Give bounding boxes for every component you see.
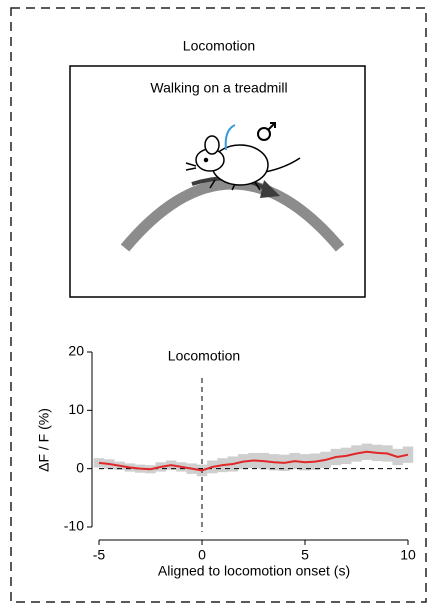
x-tick-label: 5 [301,547,309,563]
arrow-head [260,180,280,198]
mouse [185,135,301,191]
x-tick-label: -5 [93,547,106,563]
y-tick-label: 10 [68,401,84,417]
mean-trace [98,450,409,472]
x-tick-label: 0 [198,547,206,563]
x-tick-label: 10 [400,547,416,563]
y-tick-label: -10 [64,518,84,534]
diagram-caption: Walking on a treadmill [150,80,287,96]
chart-annotation: Locomotion [168,348,240,364]
optic-fiber [224,124,236,151]
y-axis-label: ΔF / F (%) [36,408,52,472]
male-symbol [257,122,276,141]
panel-border [10,7,427,603]
y-tick-label: 0 [76,459,84,475]
x-axis-label: Aligned to locomotion onset (s) [158,563,350,579]
treadmill [120,178,345,252]
diagram-box [69,65,366,298]
diagram-title: Locomotion [183,38,255,54]
y-tick-label: 20 [68,343,84,359]
